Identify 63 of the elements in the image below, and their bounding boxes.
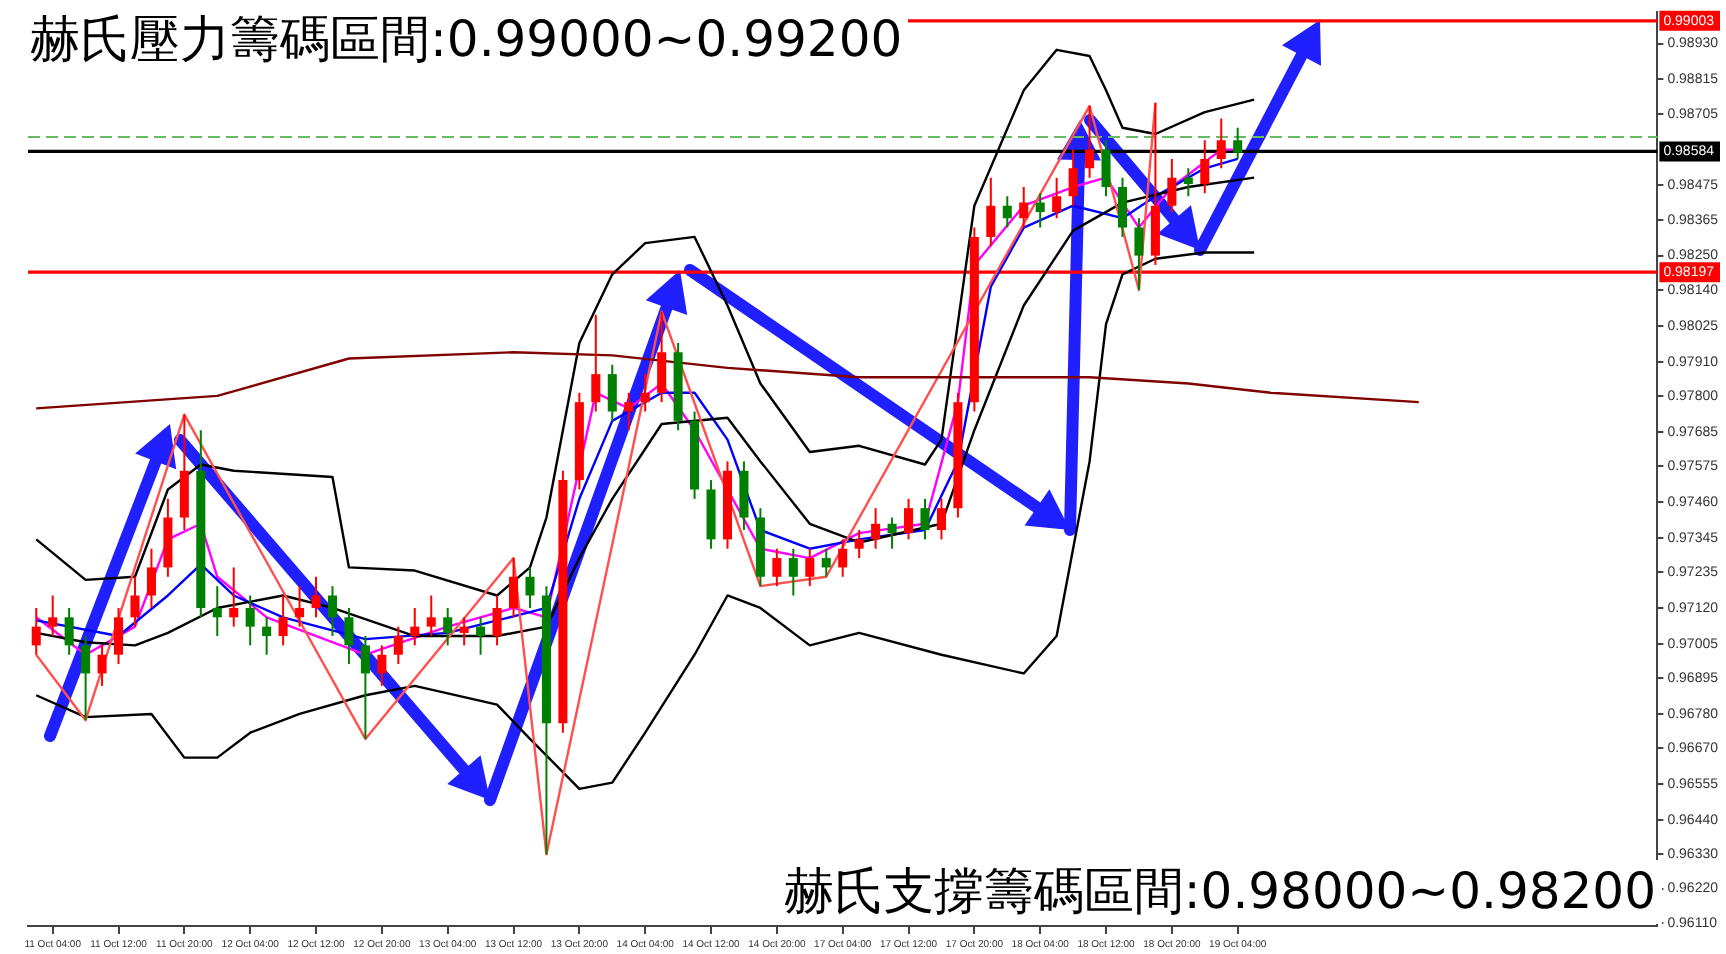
candlestick [229,566,239,628]
candlestick [1167,157,1177,213]
candlestick [476,616,486,656]
annotation: 赫氏支撐籌碼區間:0.98000~0.98200 [777,860,1662,924]
candlestick [986,176,996,248]
candlestick [788,547,798,597]
candlestick [278,594,288,647]
candlestick [854,529,864,560]
candlestick [360,635,370,740]
candlestick [179,413,189,531]
candlestick [624,391,634,432]
candlestick [48,594,58,638]
candlestick [525,566,535,609]
candlestick [1183,167,1193,198]
candlestick [772,547,782,588]
candlestick [607,363,617,422]
candlestick [805,547,815,588]
candlestick [97,644,107,687]
candlestick [1200,139,1210,195]
candlestick [1002,195,1012,229]
candlestick [410,606,420,647]
candlestick [871,507,881,550]
candlestick [114,606,124,666]
candlestick [1085,104,1095,179]
candlestick [1117,176,1128,238]
candlestick [262,616,272,656]
candlestick [31,606,41,656]
candlestick [838,538,848,578]
candlestick [459,616,469,647]
candlestick [1019,186,1029,229]
candlestick [146,547,156,609]
candlestick [904,497,914,541]
candlestick [81,635,91,722]
candlestick [509,557,519,619]
candlestick [640,373,650,413]
candlestick [1068,148,1078,207]
candlestick [591,313,601,413]
candlestick [1101,139,1111,198]
candlestick [1233,126,1243,160]
candlestick [64,606,74,656]
candlestick [443,606,453,647]
candlestick [295,585,305,628]
candlestick [1052,176,1062,220]
candlestick [377,644,387,687]
candlestick [1134,217,1144,291]
candlestick [344,606,354,666]
candlestick [311,575,321,619]
candlestick [920,497,930,541]
candlestick [130,575,140,628]
candlestick [393,625,403,666]
candlestick [657,310,667,404]
candlestick [821,547,831,578]
candlestick [739,460,749,531]
chart-title: 赫氏壓力籌碼區間:0.99000~0.99200 [24,8,909,72]
candlestick [327,585,338,638]
candlestick [887,516,897,550]
candlestick [245,594,255,647]
candlestick [1216,117,1226,170]
candlestick [212,585,222,638]
candlestick [426,594,436,638]
candlestick [1035,192,1045,229]
candlestick [492,594,502,647]
candlestick [936,497,946,541]
